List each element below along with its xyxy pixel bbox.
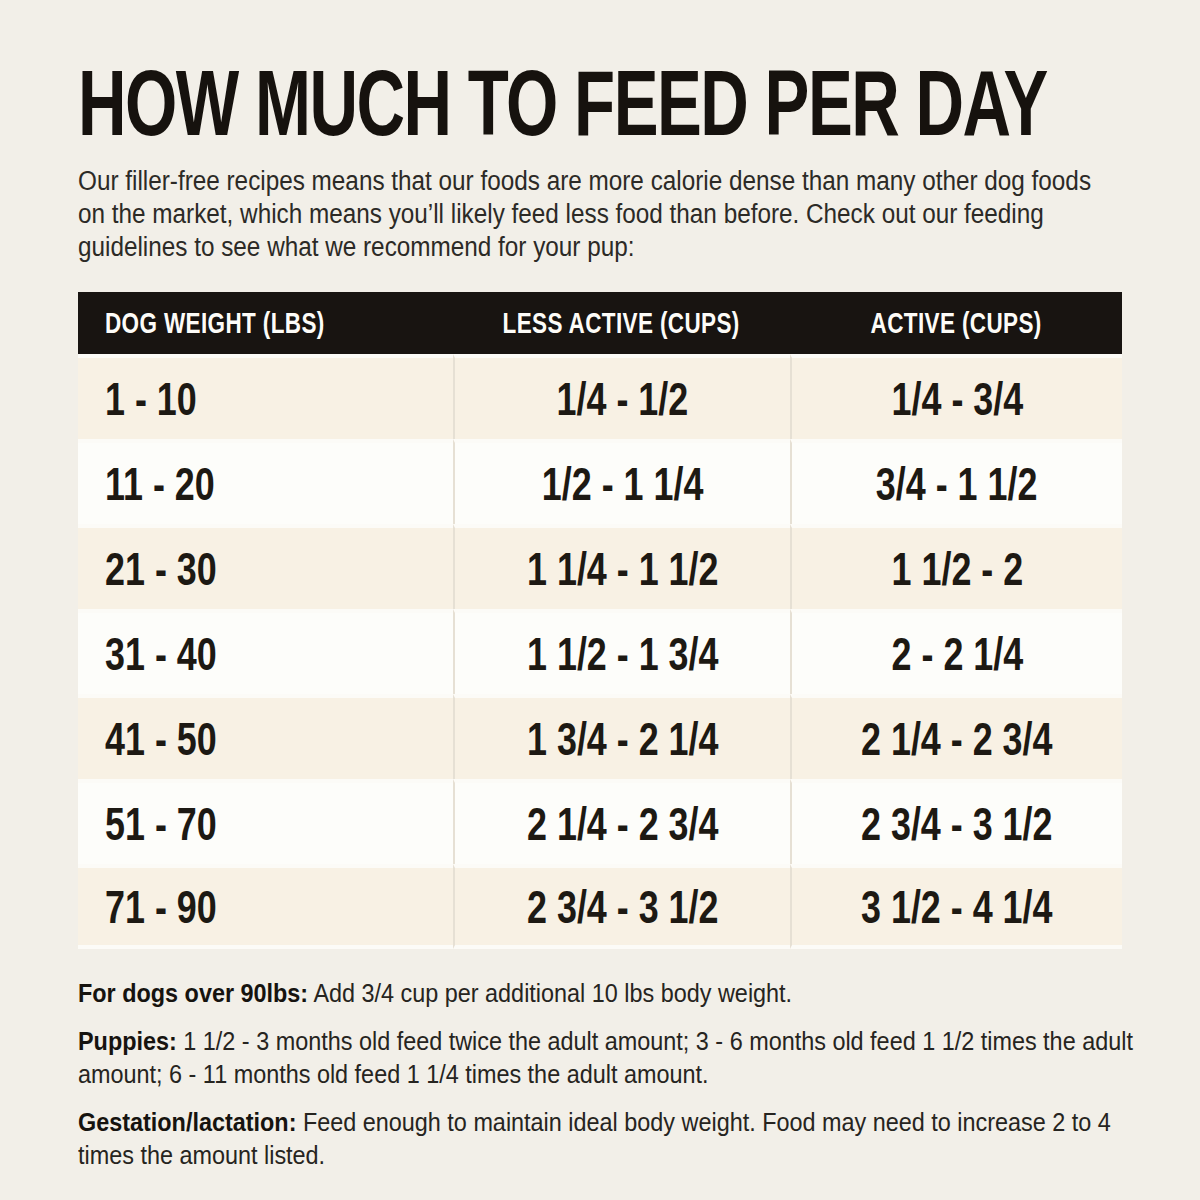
cell-less-active: 2 3/4 - 3 1/2 <box>453 864 790 949</box>
note-over-90lbs-text: Add 3/4 cup per additional 10 lbs body w… <box>313 978 792 1008</box>
cell-dog-weight: 31 - 40 <box>78 609 453 694</box>
table-row: 21 - 30 1 1/4 - 1 1/2 1 1/2 - 2 <box>78 524 1122 609</box>
page-title-text: HOW MUCH TO FEED PER DAY <box>78 54 1047 153</box>
cell-active: 1 1/2 - 2 <box>790 524 1122 609</box>
column-header-active-label: ACTIVE (CUPS) <box>870 306 1041 340</box>
cell-active: 3 1/2 - 4 1/4 <box>790 864 1122 949</box>
cell-less-active: 1 3/4 - 2 1/4 <box>453 694 790 779</box>
column-header-less-active: LESS ACTIVE (CUPS) <box>453 292 790 354</box>
column-header-dog-weight-label: DOG WEIGHT (LBS) <box>105 306 325 340</box>
cell-dog-weight: 41 - 50 <box>78 694 453 779</box>
table-row: 51 - 70 2 1/4 - 2 3/4 2 3/4 - 3 1/2 <box>78 779 1122 864</box>
cell-dog-weight: 11 - 20 <box>78 439 453 524</box>
cell-active: 2 1/4 - 2 3/4 <box>790 694 1122 779</box>
note-puppies-text: 1 1/2 - 3 months old feed twice the adul… <box>78 1026 1133 1089</box>
note-gestation-label: Gestation/lactation: <box>78 1107 296 1137</box>
cell-dog-weight: 51 - 70 <box>78 779 453 864</box>
feeding-table-body: 1 - 10 1/4 - 1/2 1/4 - 3/4 11 - 20 1/2 -… <box>78 354 1122 949</box>
cell-less-active: 1/4 - 1/2 <box>453 354 790 439</box>
cell-less-active: 1/2 - 1 1/4 <box>453 439 790 524</box>
table-row: 1 - 10 1/4 - 1/2 1/4 - 3/4 <box>78 354 1122 439</box>
note-puppies-label: Puppies: <box>78 1026 177 1056</box>
feeding-table: DOG WEIGHT (LBS) LESS ACTIVE (CUPS) ACTI… <box>78 292 1122 949</box>
note-over-90lbs-label: For dogs over 90lbs: <box>78 978 308 1008</box>
note-gestation: Gestation/lactation: Feed enough to main… <box>78 1106 1140 1172</box>
cell-active: 2 3/4 - 3 1/2 <box>790 779 1122 864</box>
column-header-less-active-label: LESS ACTIVE (CUPS) <box>503 306 740 340</box>
cell-less-active: 1 1/4 - 1 1/2 <box>453 524 790 609</box>
intro-paragraph: Our filler-free recipes means that our f… <box>78 165 1095 264</box>
feeding-guide-page: HOW MUCH TO FEED PER DAY Our filler-free… <box>0 0 1200 1200</box>
footnotes: For dogs over 90lbs: Add 3/4 cup per add… <box>78 977 1140 1172</box>
cell-less-active: 1 1/2 - 1 3/4 <box>453 609 790 694</box>
cell-dog-weight: 1 - 10 <box>78 354 453 439</box>
cell-dog-weight: 71 - 90 <box>78 864 453 949</box>
note-puppies: Puppies: 1 1/2 - 3 months old feed twice… <box>78 1025 1140 1091</box>
cell-less-active: 2 1/4 - 2 3/4 <box>453 779 790 864</box>
cell-active: 2 - 2 1/4 <box>790 609 1122 694</box>
feeding-table-header: DOG WEIGHT (LBS) LESS ACTIVE (CUPS) ACTI… <box>78 292 1122 354</box>
header-row: DOG WEIGHT (LBS) LESS ACTIVE (CUPS) ACTI… <box>78 292 1122 354</box>
cell-active: 1/4 - 3/4 <box>790 354 1122 439</box>
table-row: 11 - 20 1/2 - 1 1/4 3/4 - 1 1/2 <box>78 439 1122 524</box>
column-header-dog-weight: DOG WEIGHT (LBS) <box>78 292 453 354</box>
table-row: 41 - 50 1 3/4 - 2 1/4 2 1/4 - 2 3/4 <box>78 694 1122 779</box>
page-title: HOW MUCH TO FEED PER DAY <box>78 54 1122 153</box>
table-row: 31 - 40 1 1/2 - 1 3/4 2 - 2 1/4 <box>78 609 1122 694</box>
cell-dog-weight: 21 - 30 <box>78 524 453 609</box>
table-row: 71 - 90 2 3/4 - 3 1/2 3 1/2 - 4 1/4 <box>78 864 1122 949</box>
cell-active: 3/4 - 1 1/2 <box>790 439 1122 524</box>
note-over-90lbs: For dogs over 90lbs: Add 3/4 cup per add… <box>78 977 1140 1010</box>
column-header-active: ACTIVE (CUPS) <box>790 292 1122 354</box>
